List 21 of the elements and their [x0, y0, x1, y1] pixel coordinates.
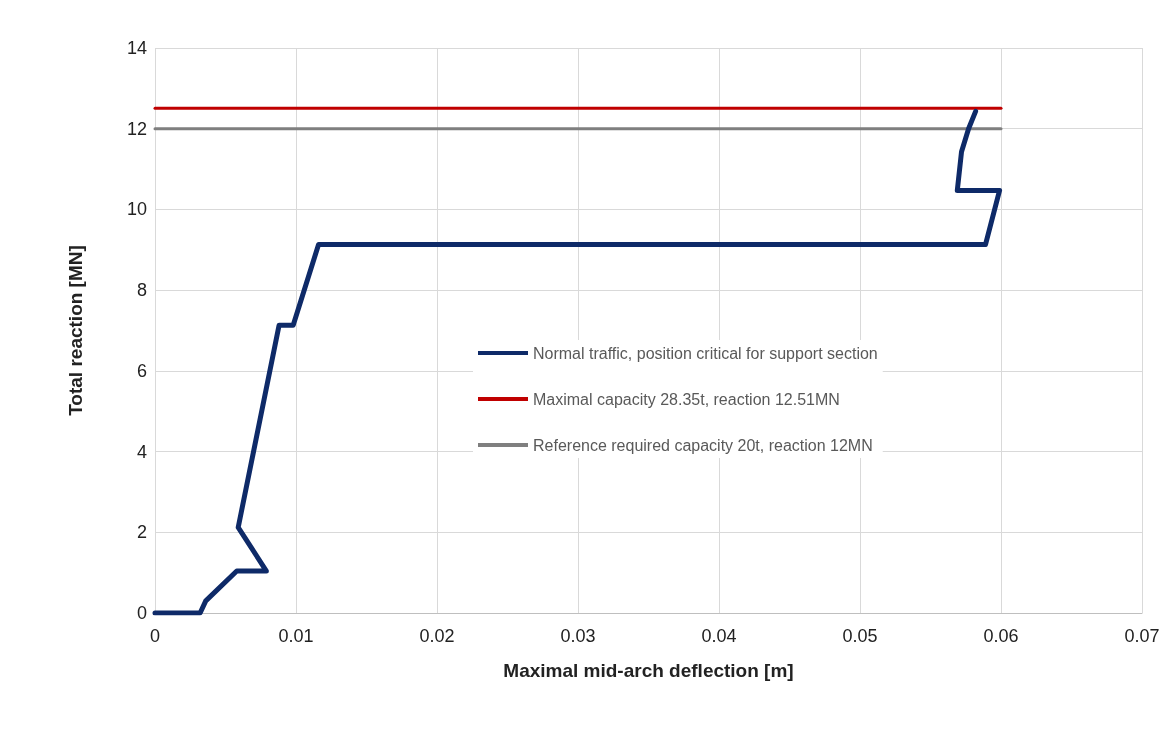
legend-label: Maximal capacity 28.35t, reaction 12.51MN	[533, 390, 840, 408]
x-tick-label: 0.07	[1124, 626, 1160, 646]
x-tick-label: 0	[149, 626, 161, 646]
y-tick-label: 4	[136, 441, 147, 462]
y-tick-label: 10	[126, 199, 147, 220]
x-tick-label: 0.06	[983, 626, 1019, 646]
x-tick-label: 0.03	[560, 626, 596, 646]
legend-label: Reference required capacity 20t, reaction 12MN	[533, 436, 873, 454]
legend-label: Normal traffic, position critical for support section	[533, 344, 878, 362]
x-axis-title: Maximal mid-arch deflection [m]	[503, 660, 794, 681]
x-tick-label: 0.05	[842, 626, 878, 646]
y-tick-label: 0	[136, 603, 147, 623]
x-tick-label: 0.04	[701, 626, 737, 646]
y-axis-title: Total reaction [MN]	[65, 245, 86, 416]
y-tick-label: 8	[136, 280, 147, 301]
y-tick-label: 6	[136, 360, 147, 381]
y-tick-label: 14	[126, 38, 147, 58]
x-tick-label: 0.02	[419, 626, 455, 646]
y-tick-label: 12	[126, 118, 147, 139]
x-tick-label: 0.01	[278, 626, 314, 646]
y-tick-label: 2	[136, 522, 147, 543]
